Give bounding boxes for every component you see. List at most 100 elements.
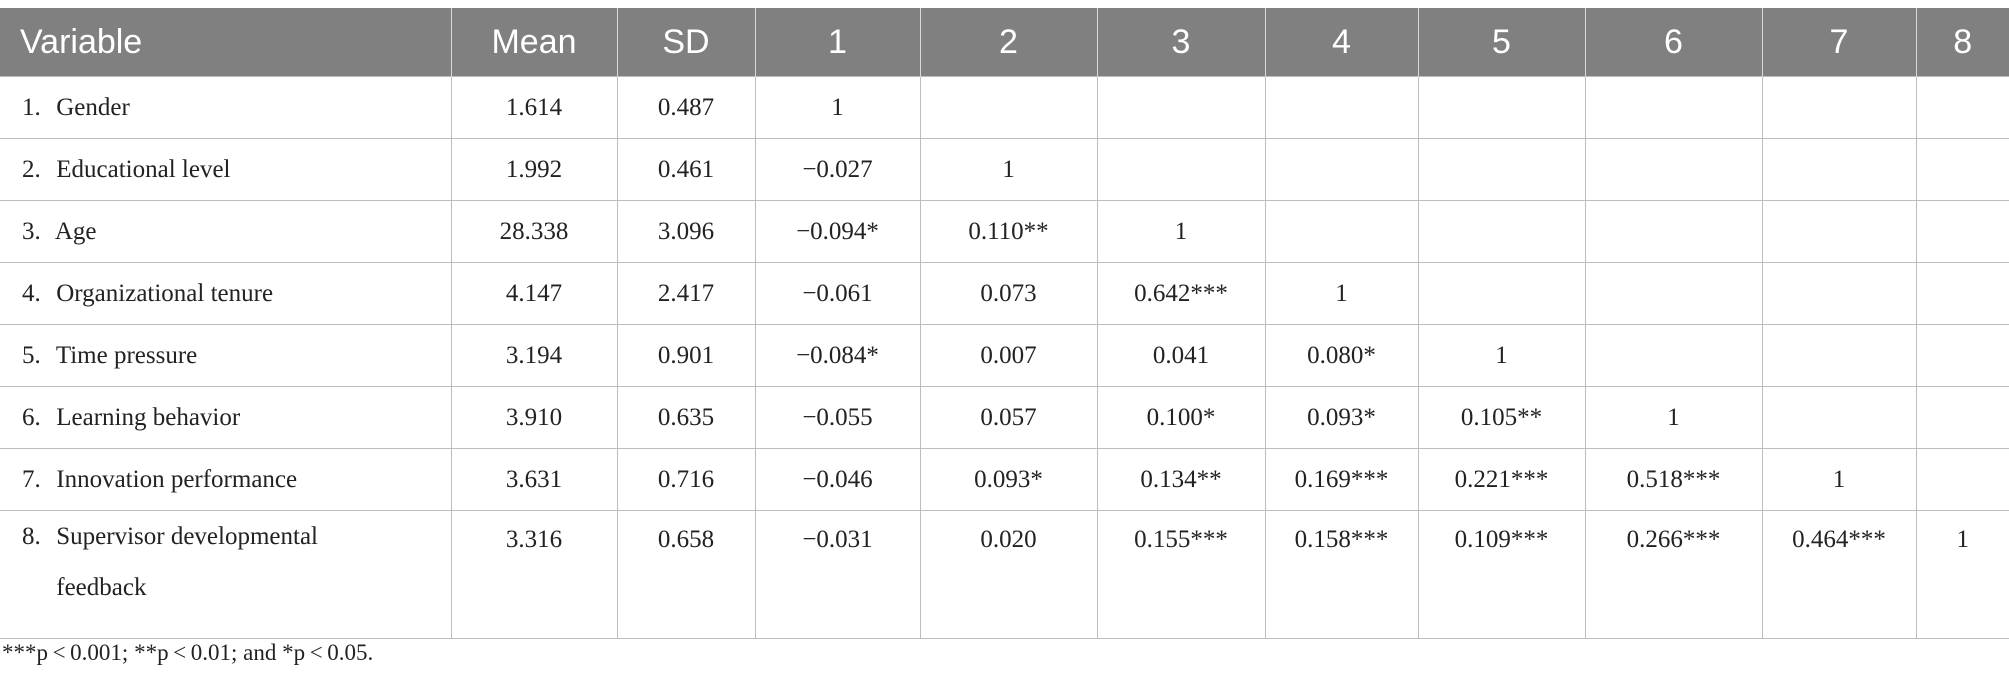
corr-cell: −0.061: [754, 262, 921, 325]
sd-cell: 3.096: [616, 200, 756, 263]
correlation-table: Variable Mean SD 1 2 3 4 5 6 7 8 1. Gend…: [0, 8, 2009, 639]
corr-cell: 0.464***: [1761, 510, 1917, 639]
corr-cell: 1: [919, 138, 1098, 201]
mean-cell: 3.194: [450, 324, 618, 387]
corr-cell: [1584, 76, 1763, 139]
corr-cell: 1: [1096, 200, 1266, 263]
corr-cell: [1761, 200, 1917, 263]
corr-cell: 0.155***: [1096, 510, 1266, 639]
variable-name: Time pressure: [55, 341, 198, 369]
header-mean: Mean: [450, 8, 617, 77]
mean-cell: 1.992: [450, 138, 618, 201]
mean-cell: 3.910: [450, 386, 618, 449]
variable-name: Age: [54, 217, 97, 245]
variable-cell: 8. Supervisor developmental feedback: [0, 510, 452, 639]
header-sd: SD: [616, 8, 755, 77]
sd-cell: 0.487: [616, 76, 756, 139]
row-number: 1.: [22, 93, 41, 121]
row-number: 7.: [22, 465, 41, 493]
variable-name: Supervisor developmental: [56, 523, 318, 550]
corr-cell: 1: [754, 76, 921, 139]
sd-cell: 0.716: [616, 448, 756, 511]
corr-cell: 0.093*: [919, 448, 1098, 511]
corr-cell: [1915, 76, 2009, 139]
corr-cell: [1761, 262, 1917, 325]
corr-cell: 1: [1417, 324, 1586, 387]
variable-name: Gender: [56, 93, 130, 121]
header-col-6: 6: [1584, 8, 1762, 77]
row-number: 2.: [22, 155, 41, 183]
corr-cell: 0.020: [919, 510, 1098, 639]
corr-cell: [1915, 138, 2009, 201]
corr-cell: [1417, 138, 1586, 201]
row-number: 6.: [22, 403, 41, 431]
variable-name-line2: feedback: [56, 574, 147, 601]
corr-cell: 0.266***: [1584, 510, 1763, 639]
corr-cell: 0.041: [1096, 324, 1266, 387]
variable-name: Learning behavior: [56, 403, 241, 431]
header-col-7: 7: [1761, 8, 1916, 77]
corr-cell: [1915, 386, 2009, 449]
mean-cell: 3.631: [450, 448, 618, 511]
row-number: 4.: [22, 279, 41, 307]
header-col-1: 1: [754, 8, 920, 77]
corr-cell: [1264, 76, 1419, 139]
corr-cell: [1264, 200, 1419, 263]
row-number: 3.: [22, 217, 41, 245]
corr-cell: [1584, 262, 1763, 325]
header-col-8: 8: [1915, 8, 2009, 77]
corr-cell: 0.100*: [1096, 386, 1266, 449]
corr-cell: −0.055: [754, 386, 921, 449]
corr-cell: 0.093*: [1264, 386, 1419, 449]
corr-cell: 0.169***: [1264, 448, 1419, 511]
corr-cell: [1761, 76, 1917, 139]
mean-cell: 4.147: [450, 262, 618, 325]
variable-cell: 7. Innovation performance: [0, 448, 452, 511]
corr-cell: [1915, 324, 2009, 387]
row-number: 5.: [22, 341, 41, 369]
mean-cell: 28.338: [450, 200, 618, 263]
corr-cell: [1761, 138, 1917, 201]
corr-cell: 0.110**: [919, 200, 1098, 263]
corr-cell: [1417, 262, 1586, 325]
corr-cell: 0.134**: [1096, 448, 1266, 511]
sd-cell: 0.461: [616, 138, 756, 201]
corr-cell: [1915, 200, 2009, 263]
header-col-3: 3: [1096, 8, 1265, 77]
variable-cell: 6. Learning behavior: [0, 386, 452, 449]
corr-cell: [1096, 76, 1266, 139]
corr-cell: −0.084*: [754, 324, 921, 387]
corr-cell: [1584, 200, 1763, 263]
table-row: 4. Organizational tenure 4.147 2.417 −0.…: [0, 262, 2009, 325]
corr-cell: 1: [1915, 510, 2009, 639]
sd-cell: 2.417: [616, 262, 756, 325]
corr-cell: 0.642***: [1096, 262, 1266, 325]
corr-cell: 0.105**: [1417, 386, 1586, 449]
sd-cell: 0.658: [616, 510, 756, 639]
header-col-2: 2: [919, 8, 1097, 77]
corr-cell: [1264, 138, 1419, 201]
corr-cell: [1584, 138, 1763, 201]
corr-cell: 0.158***: [1264, 510, 1419, 639]
table-row: 2. Educational level 1.992 0.461 −0.027 …: [0, 138, 2009, 201]
table-row: 1. Gender 1.614 0.487 1: [0, 76, 2009, 139]
header-variable: Variable: [0, 8, 451, 77]
corr-cell: [1417, 200, 1586, 263]
variable-cell: 2. Educational level: [0, 138, 452, 201]
variable-cell: 4. Organizational tenure: [0, 262, 452, 325]
header-col-4: 4: [1264, 8, 1418, 77]
corr-cell: 0.057: [919, 386, 1098, 449]
mean-cell: 1.614: [450, 76, 618, 139]
corr-cell: [1761, 324, 1917, 387]
corr-cell: 0.518***: [1584, 448, 1763, 511]
corr-cell: [1761, 386, 1917, 449]
variable-name: Innovation performance: [56, 465, 298, 493]
corr-cell: −0.046: [754, 448, 921, 511]
corr-cell: 0.080*: [1264, 324, 1419, 387]
corr-cell: 1: [1264, 262, 1419, 325]
sd-cell: 0.635: [616, 386, 756, 449]
header-col-5: 5: [1417, 8, 1585, 77]
corr-cell: 0.073: [919, 262, 1098, 325]
variable-cell: 5. Time pressure: [0, 324, 452, 387]
corr-cell: [1584, 324, 1763, 387]
